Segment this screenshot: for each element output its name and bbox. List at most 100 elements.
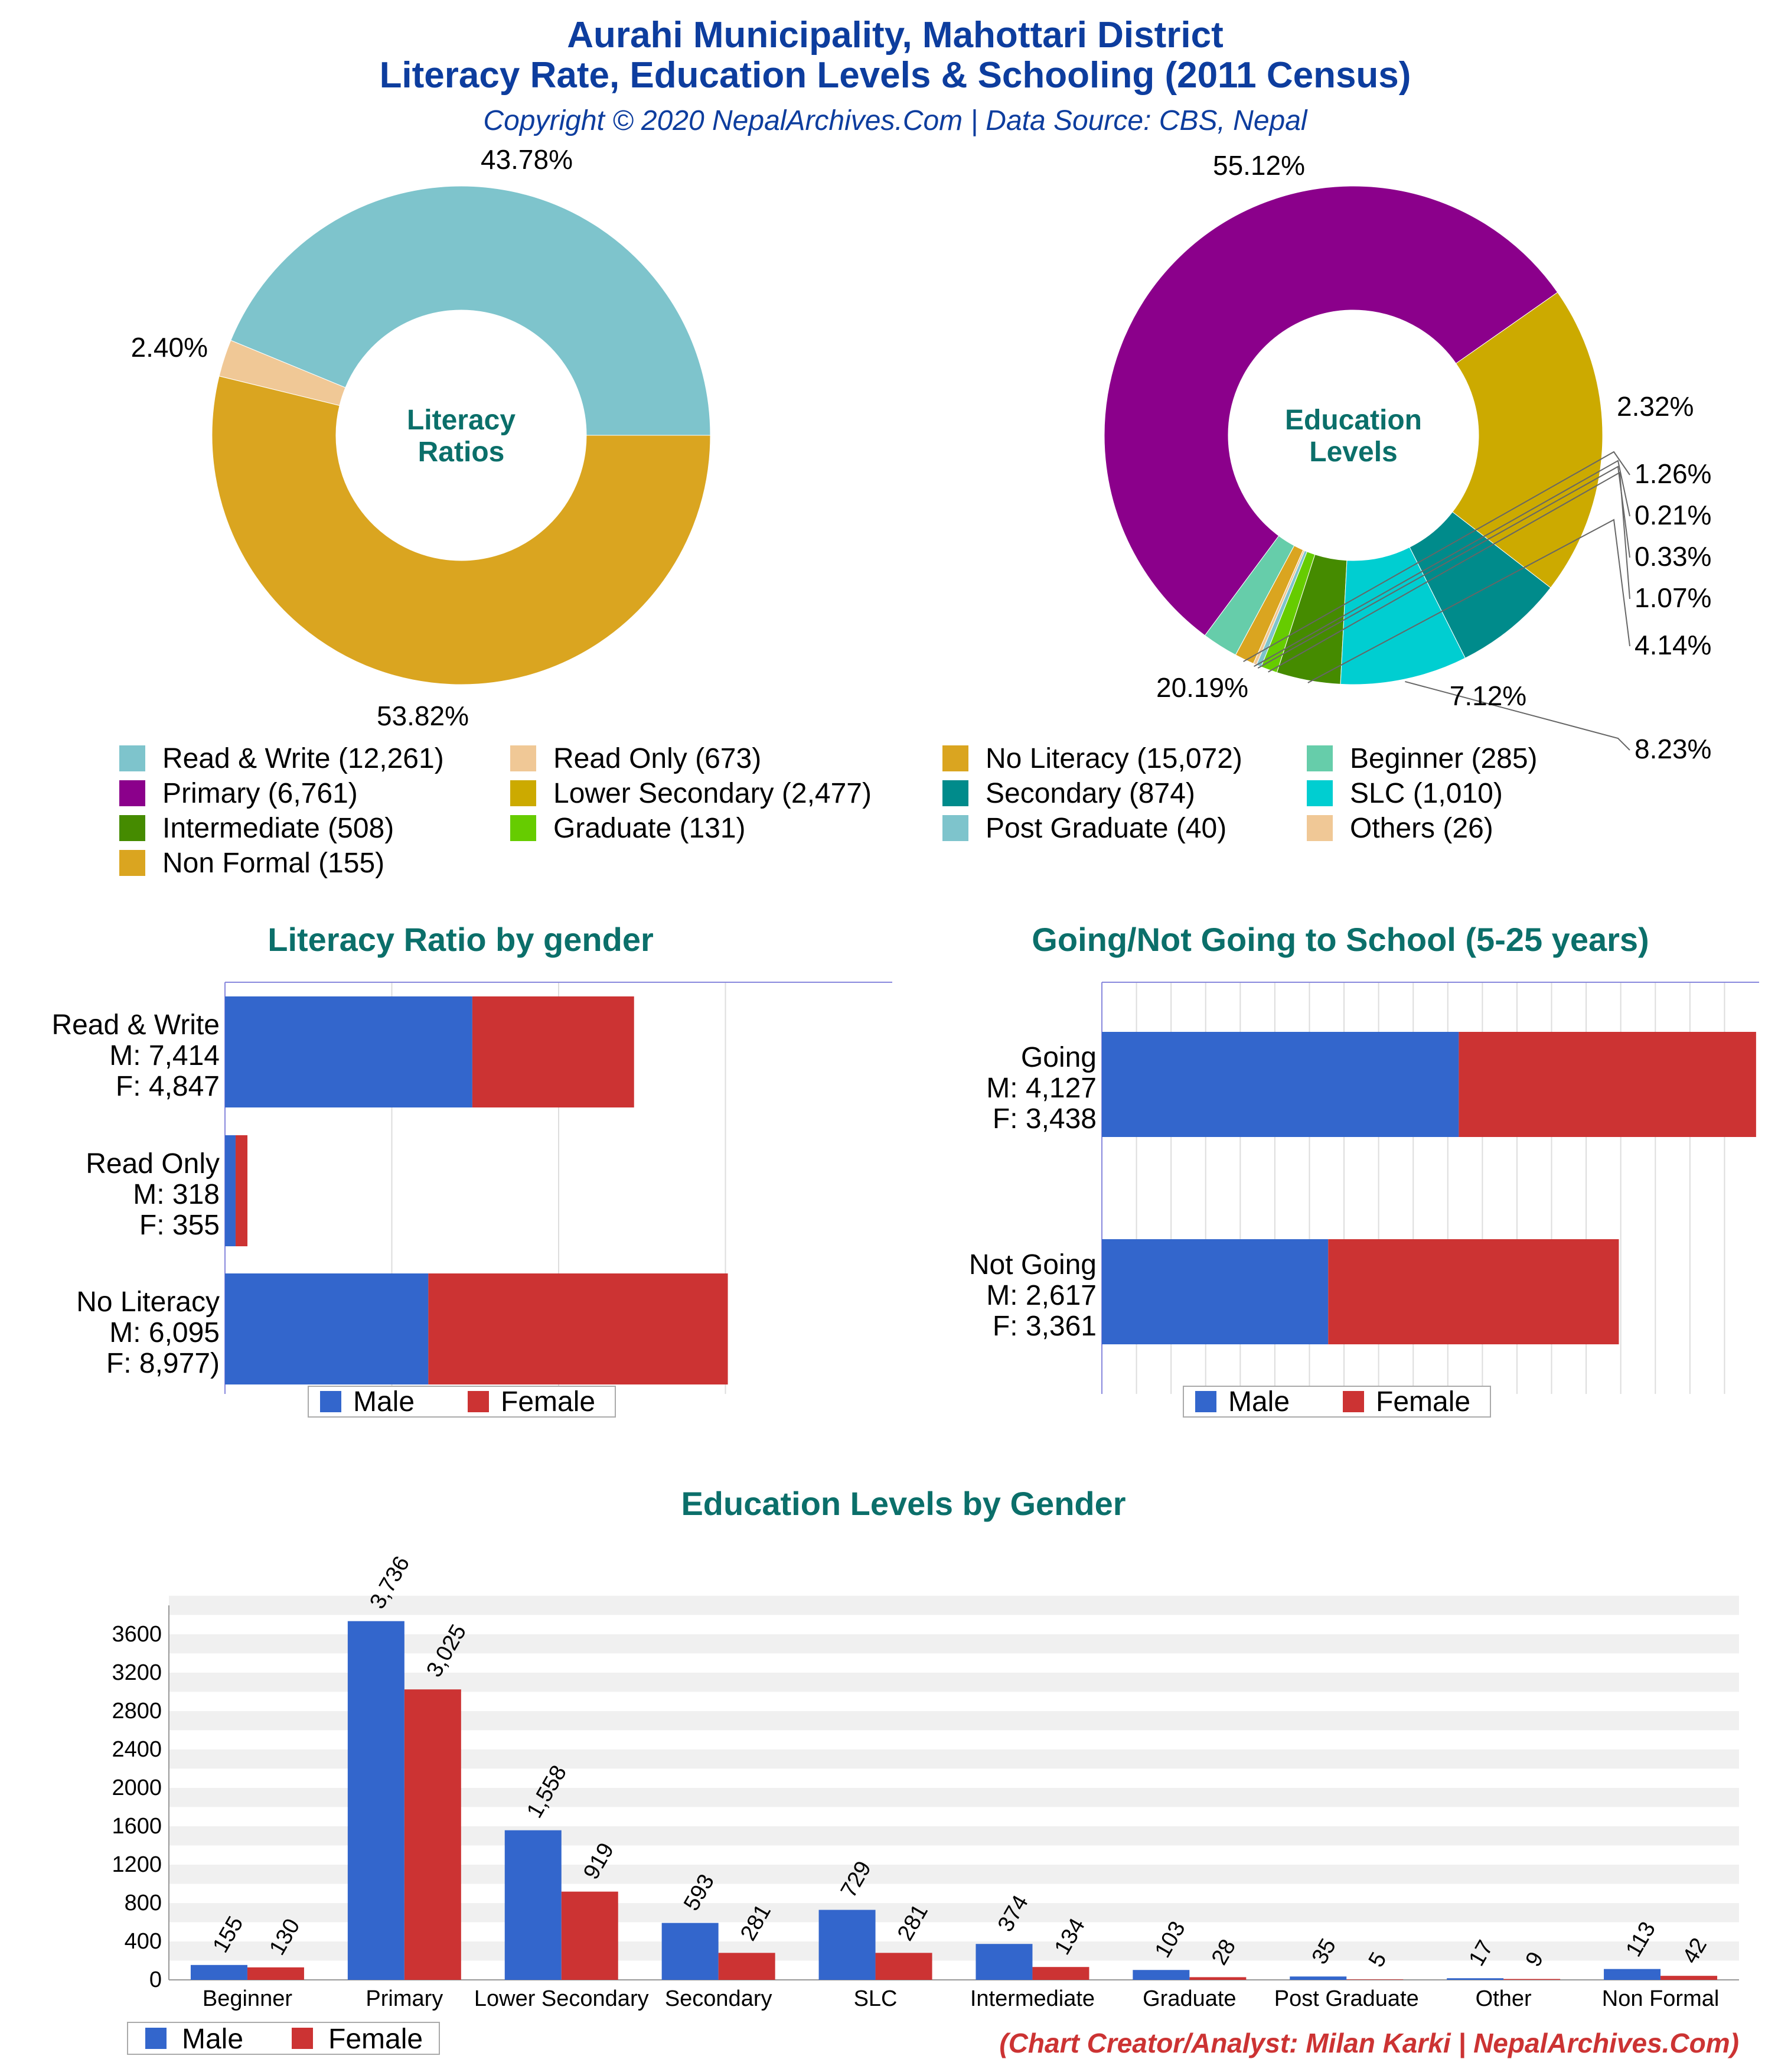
bar-female — [235, 1135, 248, 1246]
slice-percent-label: 8.23% — [1635, 734, 1711, 764]
slice-percent-label: 53.82% — [377, 701, 469, 731]
legend-swatch-female — [292, 2028, 313, 2049]
slice-percent-label: 20.19% — [1156, 672, 1248, 703]
legend-swatch — [1307, 745, 1333, 771]
donut-slice — [230, 185, 711, 436]
bar-male — [504, 1830, 562, 1980]
y-tick-label: 1200 — [112, 1852, 162, 1877]
legend-label-male: Male — [353, 1386, 415, 1418]
donut-legend: Read & Write (12,261) Read Only (673) No L… — [119, 743, 1538, 879]
donut-center-label: Education — [1285, 405, 1422, 436]
y-tick-label: 2800 — [112, 1699, 162, 1724]
y-tick-label: 400 — [125, 1929, 162, 1954]
slice-percent-label: 0.33% — [1635, 541, 1711, 572]
bar-male — [1447, 1978, 1504, 1980]
legend-swatch — [510, 745, 536, 771]
slice-percent-label: 2.32% — [1617, 391, 1694, 422]
x-category-label: SLC — [854, 1986, 898, 2011]
bar-female — [561, 1891, 618, 1980]
bar-female — [472, 996, 634, 1107]
leader-line — [1268, 471, 1630, 673]
copyright-line: Copyright © 2020 NepalArchives.Com | Dat… — [483, 105, 1307, 136]
legend-label: Primary (6,761) — [162, 778, 358, 809]
slice-percent-label: 7.12% — [1450, 680, 1526, 711]
legend-label: Lower Secondary (2,477) — [553, 778, 872, 809]
y-tick-label: 1600 — [112, 1814, 162, 1839]
legend-swatch — [510, 815, 536, 841]
legend-swatch-male — [1195, 1391, 1216, 1412]
category-male-label: M: 6,095 — [109, 1317, 220, 1348]
legend-label-female: Female — [328, 2024, 423, 2055]
slice-percent-label: 4.14% — [1635, 630, 1711, 660]
bar-female — [875, 1953, 932, 1980]
legend-label: SLC (1,010) — [1350, 778, 1503, 809]
school-attendance-title: Going/Not Going to School (5-25 years) — [1032, 921, 1649, 958]
grid-band — [169, 1615, 1739, 1634]
y-tick-label: 2400 — [112, 1737, 162, 1762]
legend-swatch-female — [468, 1391, 489, 1412]
grid-band — [169, 1634, 1739, 1654]
grid-band — [169, 1595, 1739, 1615]
donut-center-label: Literacy — [407, 405, 516, 436]
leader-line — [1257, 465, 1630, 669]
legend-label: Intermediate (508) — [162, 813, 394, 844]
x-category-label: Beginner — [203, 1986, 292, 2011]
bar-male — [347, 1621, 404, 1980]
category-female-label: F: 3,361 — [993, 1311, 1097, 1342]
legend-swatch — [1307, 780, 1333, 806]
x-category-label: Post Graduate — [1274, 1986, 1419, 2011]
bar-female — [428, 1273, 728, 1384]
bar-male — [1604, 1969, 1661, 1980]
legend-box — [127, 2022, 440, 2055]
leader-line — [1243, 451, 1630, 662]
legend-swatch — [942, 815, 968, 841]
bar-female — [1032, 1967, 1089, 1980]
legend-label: Read & Write (12,261) — [162, 743, 444, 774]
bar-female — [1189, 1977, 1247, 1980]
education-by-gender-title: Education Levels by Gender — [681, 1485, 1126, 1522]
slice-percent-label: 43.78% — [481, 144, 573, 175]
slice-percent-label: 1.26% — [1635, 458, 1711, 489]
leader-line — [1307, 519, 1630, 683]
category-male-label: M: 2,617 — [986, 1280, 1097, 1311]
donut-slice — [1104, 185, 1558, 636]
donut-slice — [1452, 292, 1603, 588]
legend-swatch — [942, 745, 968, 771]
bar-male — [225, 1273, 429, 1384]
legend-label-female: Female — [1376, 1386, 1470, 1418]
legend-label-male: Male — [182, 2024, 243, 2055]
x-category-label: Non Formal — [1602, 1986, 1720, 2011]
legend-swatch — [1307, 815, 1333, 841]
legend-swatch-female — [1343, 1391, 1364, 1412]
legend-label: Graduate (131) — [553, 813, 746, 844]
main-title-line1: Aurahi Municipality, Mahottari District — [567, 15, 1224, 56]
bar-male — [976, 1944, 1033, 1980]
slice-percent-label: 55.12% — [1213, 150, 1305, 181]
legend-swatch — [510, 780, 536, 806]
legend-label-female: Female — [501, 1386, 595, 1418]
legend-label-male: Male — [1228, 1386, 1290, 1418]
x-category-label: Primary — [366, 1986, 443, 2011]
legend-swatch — [942, 780, 968, 806]
category-female-label: F: 355 — [139, 1210, 220, 1241]
donut-center-label: Levels — [1309, 436, 1397, 468]
grid-band — [169, 1653, 1739, 1673]
bar-male — [1133, 1970, 1190, 1980]
category-label: Read Only — [86, 1148, 220, 1180]
y-tick-label: 0 — [149, 1967, 162, 1992]
category-female-label: F: 3,438 — [993, 1103, 1097, 1135]
literacy-by-gender-title: Literacy Ratio by gender — [267, 921, 654, 958]
bar-female — [404, 1689, 461, 1980]
bar-male — [661, 1923, 719, 1980]
main-title-line2: Literacy Rate, Education Levels & School… — [380, 55, 1411, 96]
bar-female — [1503, 1979, 1561, 1980]
legend-label: Post Graduate (40) — [986, 813, 1226, 844]
bar-male — [190, 1965, 247, 1980]
bar-male — [1102, 1239, 1329, 1344]
slice-percent-label: 2.40% — [131, 332, 208, 363]
y-tick-label: 3600 — [112, 1622, 162, 1647]
